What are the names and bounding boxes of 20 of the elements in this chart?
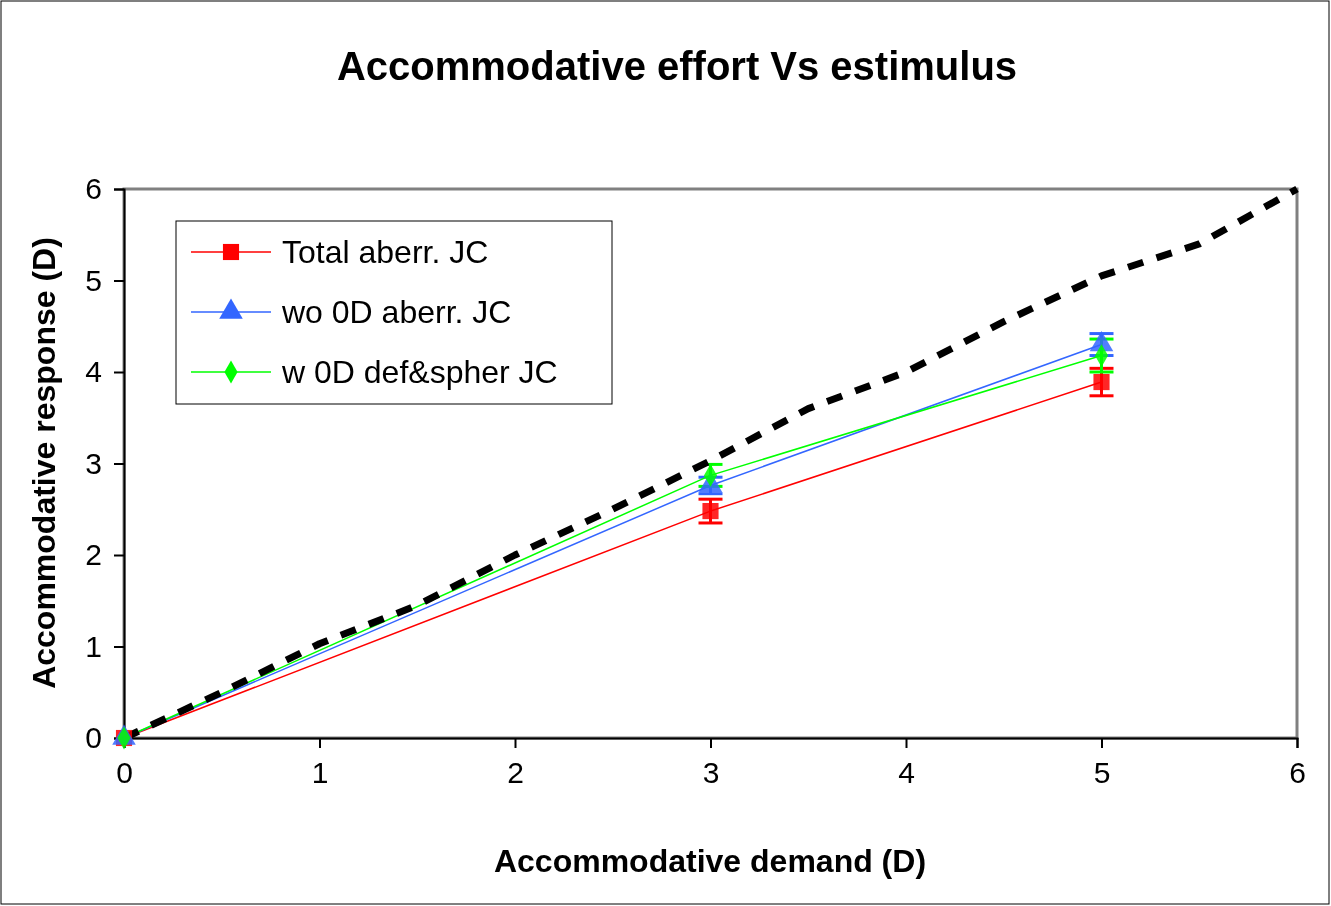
y-tick-label: 5: [85, 263, 102, 297]
x-tick-label: 3: [702, 756, 720, 790]
x-tick-label: 5: [1093, 756, 1111, 790]
y-tick-label: 2: [85, 538, 102, 572]
x-tick-label: 2: [507, 756, 524, 790]
y-axis-title: Accommodative response (D): [26, 237, 62, 689]
y-tick-label: 6: [85, 172, 102, 206]
chart-title: Accommodative effort Vs estimulus: [336, 44, 1018, 88]
x-tick-label: 6: [1289, 756, 1306, 790]
y-tick-label: 3: [85, 446, 102, 480]
y-tick-label: 1: [85, 629, 102, 663]
x-tick-label: 4: [898, 756, 915, 790]
x-axis-title: Accommodative demand (D): [493, 843, 927, 879]
x-tick-label: 0: [116, 756, 133, 790]
legend-label: wo 0D aberr. JC: [281, 294, 512, 330]
legend-label: w 0D def&spher JC: [281, 354, 558, 390]
y-tick-label: 4: [85, 355, 102, 389]
y-tick-label: 0: [85, 721, 102, 755]
x-tick-label: 1: [311, 756, 329, 790]
legend-label: Total aberr. JC: [282, 234, 489, 270]
